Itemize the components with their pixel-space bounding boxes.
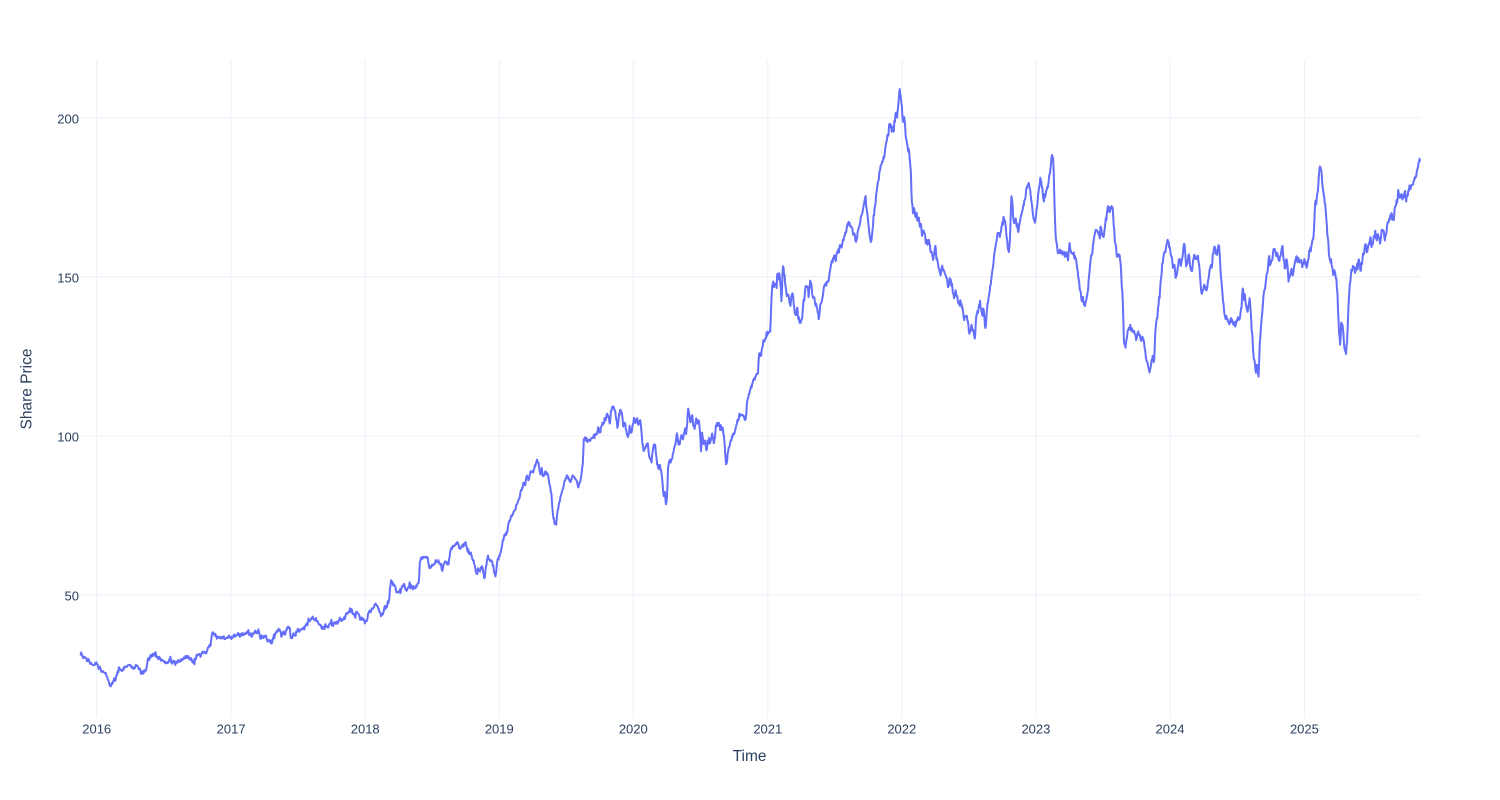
svg-text:2020: 2020 — [619, 722, 648, 737]
svg-text:100: 100 — [57, 430, 79, 445]
svg-text:200: 200 — [57, 111, 79, 126]
svg-text:50: 50 — [65, 589, 79, 604]
svg-text:Share Price: Share Price — [19, 349, 36, 430]
svg-text:2018: 2018 — [351, 722, 380, 737]
svg-text:2021: 2021 — [753, 722, 782, 737]
svg-text:Time: Time — [733, 748, 767, 765]
svg-text:2016: 2016 — [82, 722, 111, 737]
svg-text:2025: 2025 — [1290, 722, 1319, 737]
svg-text:150: 150 — [57, 270, 79, 285]
svg-text:2023: 2023 — [1021, 722, 1050, 737]
svg-text:2024: 2024 — [1156, 722, 1185, 737]
svg-text:2022: 2022 — [887, 722, 916, 737]
svg-text:2017: 2017 — [217, 722, 246, 737]
svg-text:2019: 2019 — [485, 722, 514, 737]
